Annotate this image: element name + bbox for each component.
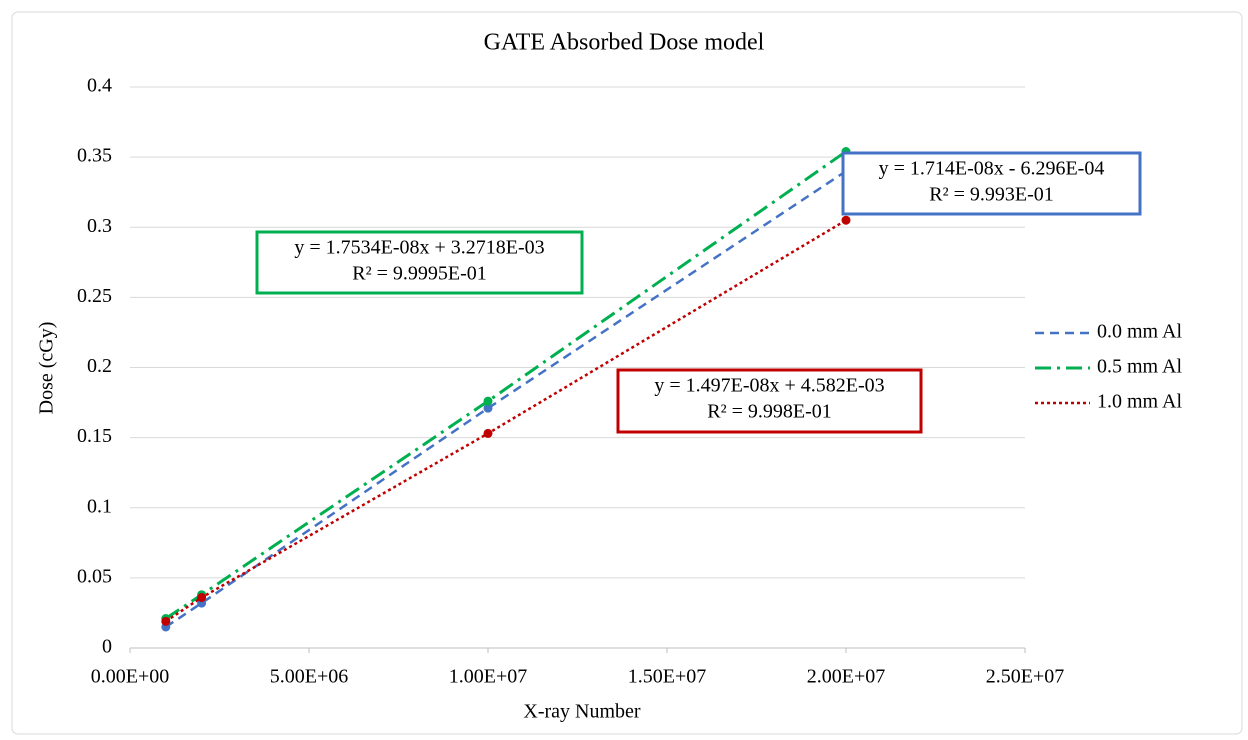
x-tick-label: 1.00E+07 (449, 666, 528, 688)
y-tick-label: 0.25 (77, 285, 112, 307)
annotation-box (841, 151, 1142, 216)
annotation-text: R² = 9.993E-01 (929, 184, 1054, 206)
y-tick-label: 0.05 (77, 565, 112, 587)
x-axis-label: X-ray Number (523, 701, 641, 723)
y-tick-label: 0 (102, 636, 112, 658)
y-tick-label: 0.4 (87, 75, 112, 97)
legend-label: 0.5 mm Al (1097, 356, 1182, 378)
trend-line (165, 170, 847, 629)
y-tick-label: 0.3 (87, 215, 112, 237)
data-point (197, 593, 207, 603)
x-tick-label: 2.50E+07 (986, 666, 1065, 688)
legend-label: 1.0 mm Al (1097, 391, 1182, 413)
annotation-text: R² = 9.998E-01 (707, 401, 832, 423)
y-tick-label: 0.1 (87, 495, 112, 517)
x-tick-label: 0.00E+00 (91, 666, 170, 688)
data-point (483, 396, 493, 406)
annotation-box (616, 368, 923, 434)
x-tick-label: 1.50E+07 (628, 666, 707, 688)
data-point (483, 428, 493, 438)
data-point (161, 616, 171, 626)
x-tick-label: 2.00E+07 (807, 666, 886, 688)
chart-title: GATE Absorbed Dose model (484, 30, 765, 56)
annotation-text: y = 1.497E-08x + 4.582E-03 (654, 375, 884, 397)
y-tick-label: 0.35 (77, 145, 112, 167)
data-point (483, 403, 493, 413)
x-tick-label: 5.00E+06 (270, 666, 349, 688)
annotation-text: R² = 9.9995E-01 (352, 263, 487, 285)
data-point (841, 215, 851, 225)
legend-label: 0.0 mm Al (1097, 321, 1182, 343)
annotation-box (255, 230, 584, 295)
annotation-text: y = 1.714E-08x - 6.296E-04 (879, 158, 1105, 180)
y-tick-label: 0.15 (77, 425, 112, 447)
annotation-text: y = 1.7534E-08x + 3.2718E-03 (294, 237, 544, 259)
y-tick-label: 0.2 (87, 355, 112, 377)
y-axis-label: Dose (cGy) (36, 322, 58, 415)
